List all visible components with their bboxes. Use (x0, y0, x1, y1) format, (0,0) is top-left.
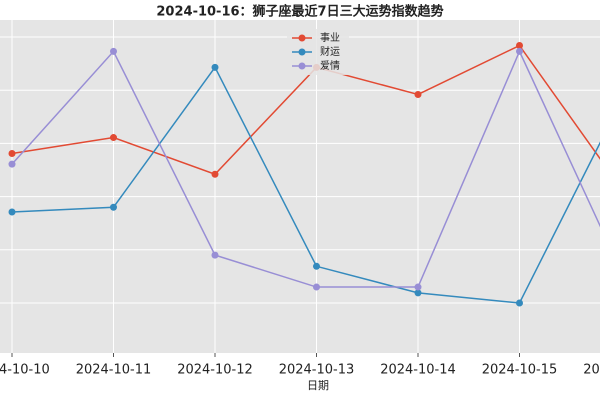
data-point (8, 160, 16, 168)
data-point (414, 289, 422, 297)
x-tick-label: 2024-10-10 (0, 363, 50, 378)
x-tick-label: 2024-10-15 (482, 363, 558, 378)
data-point (211, 251, 219, 259)
data-point (516, 47, 523, 55)
data-point (516, 299, 523, 307)
x-tick-label: 2024-10-14 (380, 363, 456, 378)
legend-label: 爱情 (320, 59, 340, 72)
data-point (313, 262, 320, 270)
legend-marker (298, 48, 306, 56)
data-point (110, 203, 117, 211)
data-point (313, 283, 320, 291)
data-point (211, 63, 219, 71)
data-point (211, 170, 219, 178)
plot-area (0, 20, 600, 353)
data-point (110, 47, 117, 55)
x-tick-label: 2024-10-16 (583, 363, 600, 378)
data-point (516, 42, 523, 50)
legend-label: 财运 (320, 45, 340, 58)
x-axis-label: 日期 (307, 379, 329, 392)
data-point (8, 150, 16, 158)
chart-title: 2024-10-16：狮子座最近7日三大运势指数趋势 (156, 4, 443, 20)
data-point (414, 90, 422, 98)
x-tick-label: 2024-10-13 (279, 363, 355, 378)
x-tick-label: 2024-10-11 (76, 363, 152, 378)
data-point (414, 283, 422, 291)
x-tick-label: 2024-10-12 (177, 363, 253, 378)
data-point (8, 208, 16, 216)
legend-marker (298, 62, 306, 70)
data-point (110, 134, 117, 142)
legend-marker (298, 34, 306, 42)
legend-label: 事业 (320, 31, 340, 44)
